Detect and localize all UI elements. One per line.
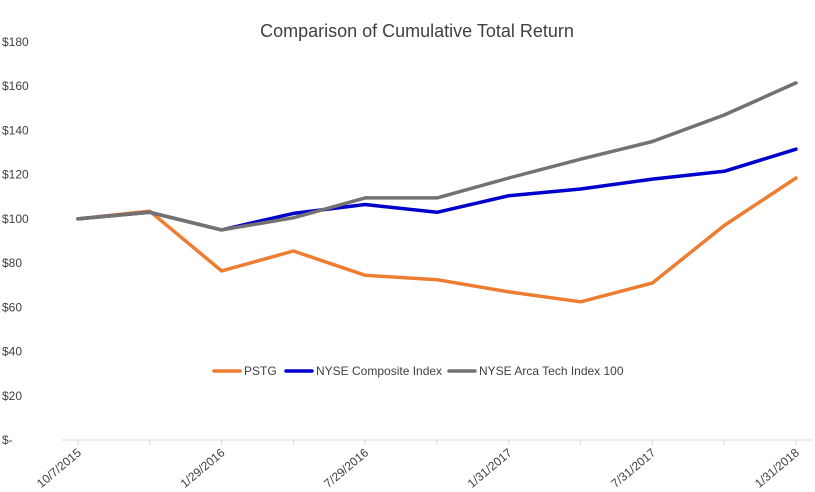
y-tick-label: $60 — [2, 300, 22, 314]
x-tick-label: 1/31/2018 — [752, 445, 802, 490]
series-line-2 — [76, 81, 798, 232]
chart-title: Comparison of Cumulative Total Return — [260, 21, 574, 41]
series-line-0 — [76, 176, 798, 304]
series-line-1 — [76, 147, 798, 232]
x-axis: 10/7/2015 1/29/2016 7/29/2016 1/31/2017 7/31… — [34, 439, 812, 491]
x-tick-label: 7/31/2017 — [608, 445, 658, 490]
x-tick-label: 7/29/2016 — [321, 445, 371, 490]
y-tick-label: $160 — [2, 79, 29, 93]
x-tick-label: 1/29/2016 — [178, 445, 228, 490]
legend-label: NYSE Composite Index — [316, 364, 442, 378]
legend-label: NYSE Arca Tech Index 100 — [479, 364, 624, 378]
legend-label: PSTG — [244, 364, 277, 378]
series-lines — [76, 81, 798, 304]
y-tick-label: $120 — [2, 168, 29, 182]
x-tick-label: 1/31/2017 — [465, 445, 515, 490]
y-axis: $- $20 $40 $60 $80 $100 $120 $140 $160 $180 — [2, 35, 29, 447]
y-tick-label: $- — [2, 433, 13, 447]
y-tick-label: $80 — [2, 256, 22, 270]
y-tick-label: $140 — [2, 123, 29, 137]
y-tick-label: $20 — [2, 389, 22, 403]
y-tick-label: $180 — [2, 35, 29, 49]
x-tick-label: 10/7/2015 — [34, 445, 84, 490]
legend: PSTG NYSE Composite Index NYSE Arca Tech I… — [212, 364, 624, 378]
y-tick-label: $40 — [2, 345, 22, 359]
y-tick-label: $100 — [2, 212, 29, 226]
